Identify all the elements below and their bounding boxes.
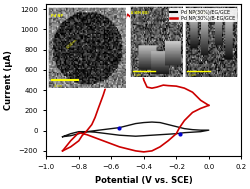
Y-axis label: Current (μA): Current (μA) [4,50,13,110]
Legend: Pd NP(30%)/EG/GCE, Pd NP(30%)/B-EG/GCE: Pd NP(30%)/EG/GCE, Pd NP(30%)/B-EG/GCE [168,8,236,22]
X-axis label: Potential (V vs. SCE): Potential (V vs. SCE) [94,176,192,185]
